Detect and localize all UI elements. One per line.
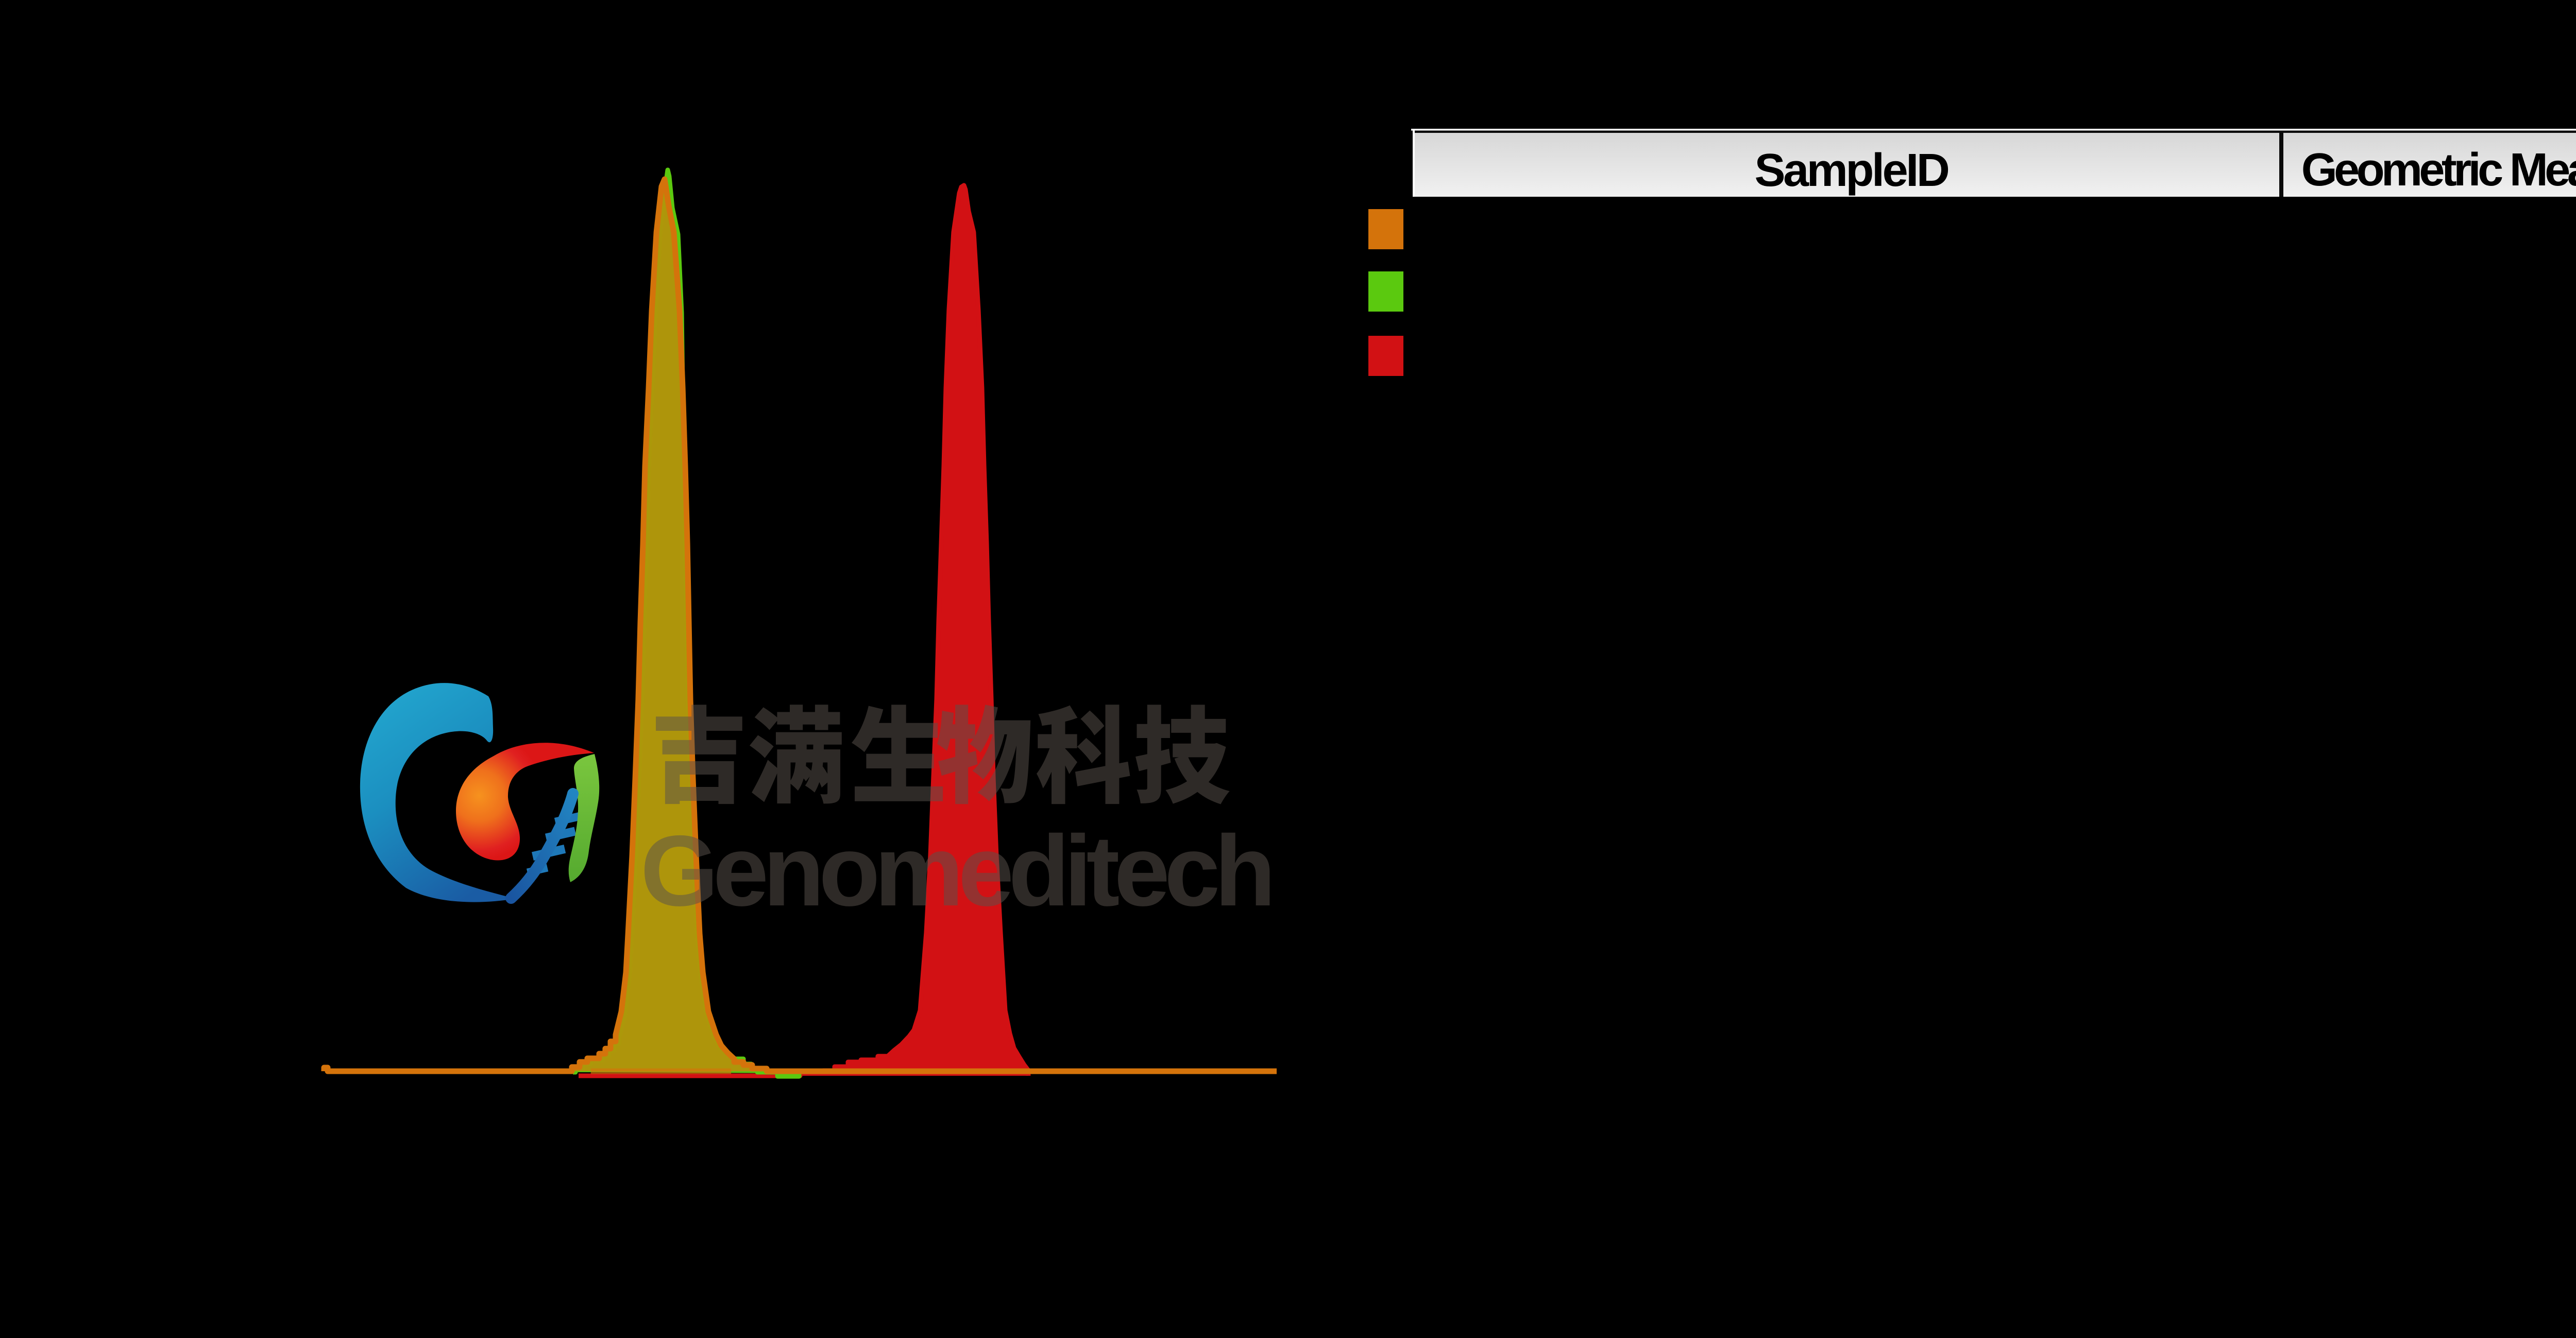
legend (1368, 209, 1403, 376)
histogram-traces (321, 167, 1277, 1079)
logo-cjk-glyph-5 (1037, 705, 1130, 804)
legend-swatch-green[interactable] (1368, 271, 1403, 312)
logo-cjk-glyph-3 (852, 705, 943, 801)
header-label-sampleid: SampleID (1755, 145, 1948, 196)
logo-cjk-glyph-6 (1136, 705, 1230, 804)
logo-dna-strand-icon (505, 788, 579, 904)
logo-cjk-glyph-1 (656, 705, 742, 804)
header-label-geomean: Geometric Mean : FL11-H (2301, 144, 2576, 196)
logo-cjk-glyph-2 (749, 705, 842, 804)
logo-graphic (360, 683, 600, 904)
table-top-border (1411, 129, 2576, 131)
table-top-inner-border (1411, 130, 2576, 133)
logo-watermark: Genomeditech (360, 683, 1276, 927)
header-divider (2279, 133, 2283, 197)
legend-swatch-orange[interactable] (1368, 209, 1403, 249)
logo-blue-crescent-icon (360, 683, 516, 902)
legend-swatch-red[interactable] (1368, 336, 1403, 376)
logo-cjk-glyph-4 (937, 705, 1031, 804)
logo-text-group: Genomeditech (640, 705, 1276, 927)
header-cell-geomean[interactable] (2283, 133, 2576, 197)
histogram-trace-red (579, 183, 1031, 1078)
histogram-trace-orange (321, 176, 1277, 1074)
logo-flame-icon (455, 743, 594, 861)
results-table-header: SampleID Geometric Mean : FL11-H (1411, 129, 2576, 197)
header-cell-sampleid[interactable] (1415, 133, 2279, 197)
logo-leaf-icon (568, 754, 600, 882)
logo-latin-text: Genomeditech (640, 815, 1270, 927)
logo-chinese-text (656, 705, 1230, 804)
table-left-border (1413, 130, 1415, 197)
